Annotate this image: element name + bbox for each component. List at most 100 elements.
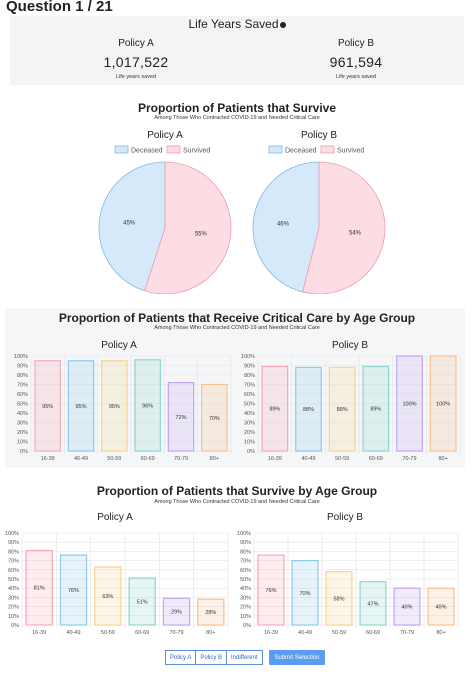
y-tick-label: 0% (247, 449, 255, 455)
bar-value-label: 96% (142, 403, 153, 409)
x-tick-label: 60-69 (141, 456, 155, 462)
bar-value-label: 100% (436, 402, 450, 408)
bar-value-label: 95% (42, 404, 53, 410)
pie-title: Policy B (301, 130, 337, 141)
pie-title: Policy A (147, 130, 183, 141)
x-tick-label: 40-49 (66, 630, 80, 636)
policy-a-button[interactable]: Policy A (165, 650, 197, 665)
policy-a-name: Policy A (118, 38, 154, 49)
bar-value-label: 47% (367, 601, 378, 607)
bar-70-79 (167, 381, 195, 452)
bar-value-label: 51% (137, 600, 148, 606)
y-tick-label: 80% (240, 549, 251, 555)
pie-chart-policy-a: Policy A Deceased Survived 45% 55% (98, 130, 232, 294)
y-tick-label: 60% (8, 568, 19, 574)
critical-care-chart-policy-a: Policy A 0% 10% 20% 30% 40% 50% 60% 70% 80% 90% 100… (14, 340, 232, 462)
survive-subtitle: Among Those Who Contracted COVID-19 and … (154, 115, 320, 121)
bar-chart-title: Policy B (332, 340, 368, 351)
bar-chart-title: Policy A (97, 512, 133, 523)
y-tick-label: 100% (5, 531, 19, 537)
y-tick-label: 10% (244, 440, 255, 446)
bar-40-49 (291, 559, 319, 626)
x-tick-label: 50-59 (332, 630, 346, 636)
bar-value-label: 58% (333, 596, 344, 602)
bar-50-59 (101, 360, 128, 452)
x-tick-label: 50-59 (107, 456, 121, 462)
y-tick-label: 90% (8, 540, 19, 546)
life-years-title-text: Life Years Saved (188, 17, 279, 31)
bar-40-49 (295, 366, 322, 452)
policy-b-caption: Life years saved (335, 74, 377, 80)
question-counter: Question 1 / 21 (6, 0, 113, 15)
bar-value-label: 70% (299, 591, 310, 597)
critical-care-subtitle: Among Those Who Contracted COVID-19 and … (154, 325, 320, 331)
pie-slice-label: 45% (123, 220, 136, 226)
legend-swatch-survived (166, 145, 181, 154)
y-tick-label: 20% (8, 605, 19, 611)
bar-value-label: 81% (34, 586, 45, 592)
y-tick-label: 100% (14, 354, 28, 360)
y-tick-label: 50% (240, 577, 251, 583)
y-tick-label: 70% (8, 559, 19, 565)
critical-care-chart-policy-b: Policy B 0% 10% 20% 30% 40% 50% 60% 70% 80% 90% 100… (241, 340, 461, 462)
policy-a-life-years: Policy A 1,017,522 Life years saved (56, 38, 216, 80)
x-tick-label: 70-79 (174, 456, 188, 462)
bar-value-label: 76% (68, 588, 79, 594)
y-tick-label: 70% (17, 383, 28, 389)
y-tick-label: 20% (244, 430, 255, 436)
pie-slice-label: 55% (195, 232, 208, 238)
x-tick-label: 80+ (438, 456, 447, 462)
legend-label-survived: Survived (337, 148, 364, 155)
bar-60-69 (359, 581, 387, 626)
y-tick-label: 90% (240, 540, 251, 546)
x-tick-label: 40-49 (74, 456, 88, 462)
x-tick-label: 16-39 (32, 630, 46, 636)
submit-selection-button[interactable]: Submit Selection (269, 650, 325, 665)
y-tick-label: 20% (17, 430, 28, 436)
y-tick-label: 0% (243, 623, 251, 629)
bar-chart-title: Policy B (327, 512, 363, 523)
bar-50-59 (325, 571, 353, 626)
bar-value-label: 76% (265, 588, 276, 594)
x-tick-label: 60-69 (366, 630, 380, 636)
bar-70-79 (393, 587, 421, 626)
x-tick-label: 40-49 (301, 456, 315, 462)
bar-value-label: 95% (75, 404, 86, 410)
bar-50-59 (94, 566, 122, 626)
policy-b-button[interactable]: Policy B (196, 650, 228, 665)
y-tick-label: 0% (11, 623, 19, 629)
bar-80+ (197, 598, 225, 626)
policy-a-caption: Life years saved (115, 74, 157, 80)
bar-value-label: 88% (337, 407, 348, 413)
x-tick-label: 80+ (210, 456, 219, 462)
bar-50-59 (328, 366, 356, 452)
bar-16-39 (257, 554, 285, 626)
y-tick-label: 10% (8, 614, 19, 620)
y-tick-label: 30% (17, 421, 28, 427)
y-tick-label: 60% (244, 392, 255, 398)
bar-value-label: 89% (269, 407, 280, 413)
y-tick-label: 70% (244, 383, 255, 389)
info-icon[interactable] (279, 21, 286, 28)
y-tick-label: 90% (244, 364, 255, 370)
bar-value-label: 89% (370, 407, 381, 413)
legend-label-deceased: Deceased (285, 148, 317, 155)
bar-16-39 (261, 365, 289, 452)
bar-70-79 (162, 597, 191, 626)
x-tick-label: 16-39 (264, 630, 278, 636)
y-tick-label: 10% (240, 614, 251, 620)
y-tick-label: 60% (240, 568, 251, 574)
pie-slice-deceased (252, 161, 320, 293)
indifferent-button[interactable]: Indifferent (227, 650, 263, 665)
y-tick-label: 40% (8, 586, 19, 592)
y-tick-label: 30% (8, 595, 19, 601)
bar-40-49 (67, 360, 95, 452)
y-tick-label: 50% (244, 402, 255, 408)
pie-chart-policy-b: Policy B Deceased Survived 46% 54% (252, 130, 386, 294)
x-tick-label: 80+ (206, 630, 215, 636)
y-tick-label: 10% (17, 440, 28, 446)
x-tick-label: 60-69 (135, 630, 149, 636)
y-tick-label: 60% (17, 392, 28, 398)
y-tick-label: 40% (244, 411, 255, 417)
legend-swatch-deceased (114, 145, 129, 154)
